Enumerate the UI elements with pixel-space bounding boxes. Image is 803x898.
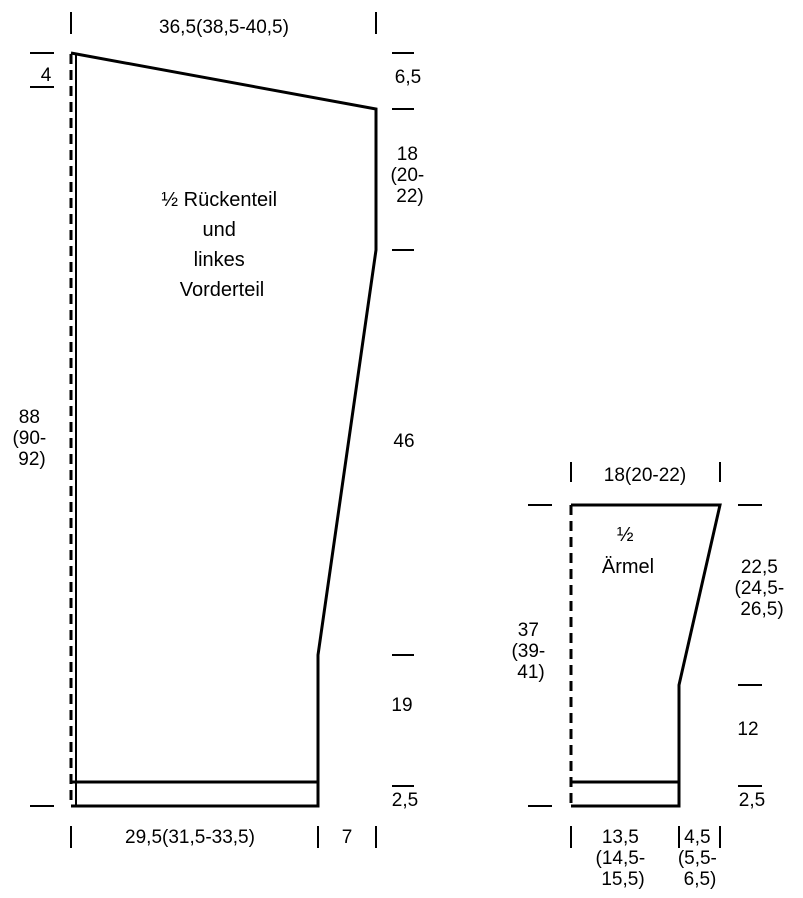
back-left-top-drop: 4 <box>41 65 52 86</box>
sleeve-bottom-extra: 4,5 (5,5- 6,5) <box>678 827 722 890</box>
back-armhole: 18 (20- 22) <box>390 144 429 207</box>
sleeve-top-width: 18(20-22) <box>604 465 686 486</box>
sleeve-cuff-depth: 2,5 <box>739 790 765 811</box>
sleeve-length: 37 (39- 41) <box>511 620 550 683</box>
back-top-width: 36,5(38,5-40,5) <box>159 17 289 38</box>
back-piece-outline <box>70 51 378 808</box>
back-piece-label: ½ Rückenteil und linkes Vorderteil <box>161 189 282 301</box>
back-shoulder-drop: 6,5 <box>395 67 421 88</box>
back-lower-side: 19 <box>391 695 412 716</box>
back-piece: 36,5(38,5-40,5) 4 88 (90- 92) 6,5 18 (20… <box>12 12 429 848</box>
sleeve-lower-length: 12 <box>737 719 758 740</box>
sleeve-piece: 18(20-22) 37 (39- 41) 22,5 (24,5- 26,5) … <box>511 462 790 890</box>
back-side-length: 46 <box>393 431 414 452</box>
sleeve-label: ½ Ärmel <box>602 524 654 578</box>
sleeve-taper-length: 22,5 (24,5- 26,5) <box>735 557 790 620</box>
back-total-length: 88 (90- 92) <box>12 407 51 470</box>
back-bottom-width: 29,5(31,5-33,5) <box>125 827 255 848</box>
sleeve-bottom-width: 13,5 (14,5- 15,5) <box>596 827 651 890</box>
sleeve-outline <box>571 503 722 808</box>
back-bottom-extra: 7 <box>342 827 353 848</box>
back-hem-depth: 2,5 <box>392 790 418 811</box>
